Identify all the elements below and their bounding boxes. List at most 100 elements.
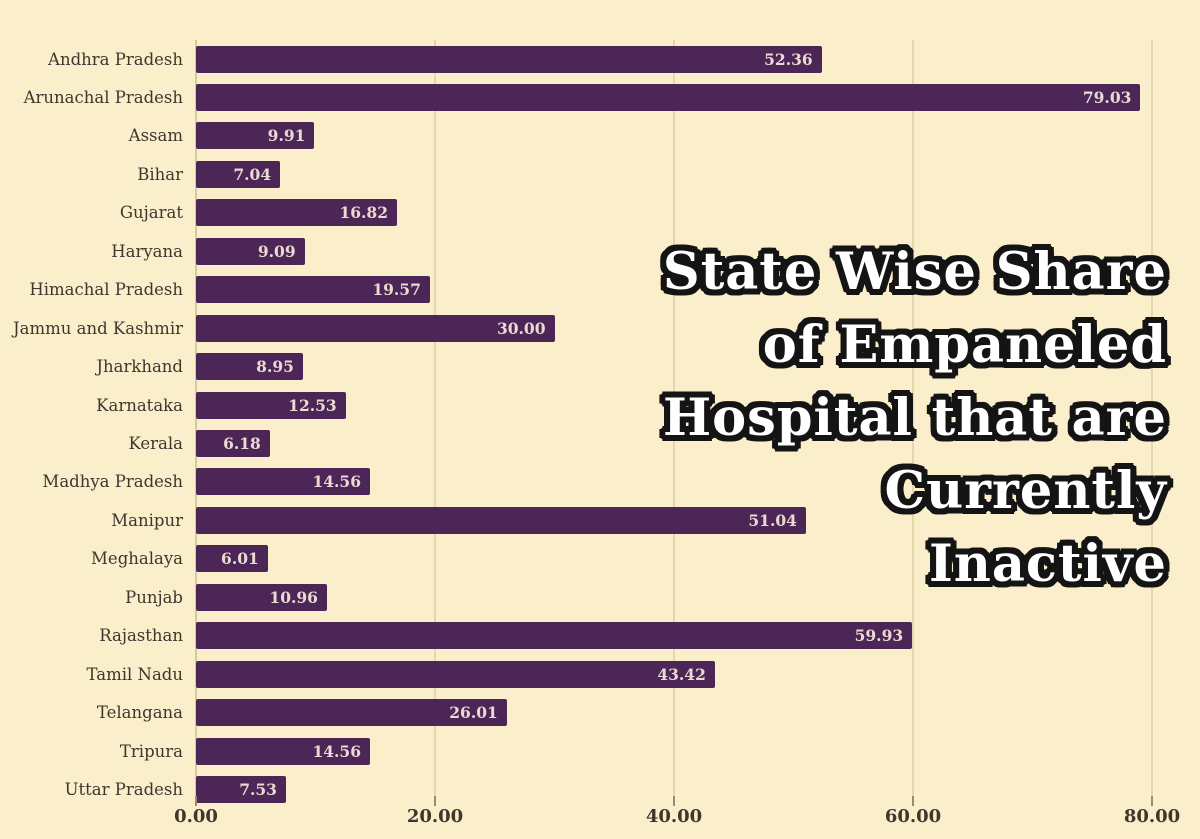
- gridline: [673, 40, 675, 800]
- category-label: Gujarat: [119, 203, 183, 223]
- bar-track: 6.01: [196, 545, 1200, 573]
- chart-row: Assam 9.91: [0, 117, 1200, 155]
- bar-track: 52.36: [196, 45, 1200, 73]
- bar: 6.01: [196, 545, 268, 573]
- x-axis-tick-label: 0.00: [174, 806, 218, 827]
- bar-track: 14.56: [196, 737, 1200, 765]
- x-axis-tick-label: 60.00: [884, 806, 942, 827]
- bar-track: 26.01: [196, 699, 1200, 727]
- value-label: 9.09: [257, 241, 296, 261]
- category-label: Kerala: [128, 434, 184, 453]
- category-label: Jharkhand: [96, 357, 183, 377]
- category-label: Karnataka: [96, 395, 183, 415]
- chart-row: Himachal Pradesh 19.57: [0, 271, 1200, 309]
- bar: 19.57: [196, 276, 430, 304]
- axis-tick-mark: [673, 796, 675, 806]
- value-label: 14.56: [312, 741, 361, 761]
- chart-row: Tripura 14.56: [0, 732, 1200, 770]
- bar-track: 59.93: [196, 622, 1200, 650]
- chart-row: Bihar 7.04: [0, 155, 1200, 193]
- x-axis-tick-label: 20.00: [406, 806, 464, 827]
- chart-row: Jammu and Kashmir 30.00: [0, 309, 1200, 347]
- chart-row: Haryana 9.09: [0, 232, 1200, 270]
- value-label: 30.00: [496, 318, 546, 338]
- x-axis-tick-label: 80.00: [1123, 806, 1181, 827]
- gridline: [1151, 40, 1153, 800]
- category-label: Tamil Nadu: [86, 664, 183, 684]
- category-label: Madhya Pradesh: [42, 472, 183, 492]
- bar-track: 8.95: [196, 353, 1200, 381]
- value-label: 52.36: [764, 49, 813, 69]
- chart-row: Meghalaya 6.01: [0, 540, 1200, 578]
- value-label: 7.53: [239, 780, 277, 800]
- bar: 8.95: [196, 353, 303, 381]
- bar: 59.93: [196, 622, 913, 650]
- category-label: Andhra Pradesh: [48, 49, 183, 69]
- bar: 51.04: [196, 506, 806, 534]
- bar-track: 7.04: [196, 160, 1200, 188]
- axis-tick-mark: [1151, 796, 1153, 806]
- chart-row: Manipur 51.04: [0, 501, 1200, 539]
- bar: 16.82: [196, 199, 397, 227]
- bar-track: 79.03: [196, 83, 1200, 111]
- axis-tick-mark: [912, 796, 914, 806]
- bar: 6.18: [196, 430, 270, 457]
- bar-track: 30.00: [196, 314, 1200, 342]
- bar: 26.01: [196, 699, 507, 727]
- bar-track: 7.53: [196, 776, 1200, 804]
- bar-track: 43.42: [196, 660, 1200, 688]
- value-label: 14.56: [312, 472, 361, 492]
- chart-row: Uttar Pradesh 7.53: [0, 771, 1200, 809]
- value-label: 9.91: [267, 126, 306, 146]
- chart-row: Jharkhand 8.95: [0, 348, 1200, 386]
- value-label: 8.95: [256, 357, 294, 377]
- chart-row: Arunachal Pradesh 79.03: [0, 78, 1200, 116]
- chart-title-line: State Wise Share: [662, 242, 1167, 302]
- value-label: 6.18: [223, 434, 261, 453]
- x-axis-tick-label: 40.00: [645, 806, 703, 827]
- value-label: 51.04: [748, 510, 797, 530]
- chart-row: Madhya Pradesh 14.56: [0, 463, 1200, 501]
- value-label: 12.53: [288, 395, 337, 415]
- category-label: Meghalaya: [91, 549, 183, 569]
- category-label: Punjab: [125, 587, 183, 607]
- bar: 7.04: [196, 160, 281, 188]
- bar-track: 10.96: [196, 583, 1200, 611]
- gridline: [912, 40, 914, 800]
- axis-tick-mark: [434, 796, 436, 806]
- chart-row: Andhra Pradesh 52.36: [0, 40, 1200, 78]
- category-label: Haryana: [111, 241, 183, 261]
- value-label: 10.96: [269, 587, 318, 607]
- category-label: Assam: [128, 126, 183, 146]
- bar: 9.91: [196, 122, 315, 150]
- bar: 52.36: [196, 45, 822, 73]
- chart-title-line: Inactive: [928, 534, 1167, 594]
- bar: 7.53: [196, 776, 286, 804]
- bar-track: 16.82: [196, 199, 1200, 227]
- chart-row: Gujarat 16.82: [0, 194, 1200, 232]
- value-label: 26.01: [449, 703, 498, 723]
- category-label: Jammu and Kashmir: [13, 318, 183, 338]
- chart-row: Rajasthan 59.93: [0, 617, 1200, 655]
- value-label: 79.03: [1082, 87, 1132, 107]
- bar: 10.96: [196, 583, 327, 611]
- value-label: 6.01: [221, 549, 259, 569]
- chart-title-line: of Empaneled: [762, 315, 1167, 375]
- category-label: Tripura: [119, 741, 183, 761]
- value-label: 16.82: [339, 203, 388, 223]
- bar: 14.56: [196, 737, 370, 765]
- chart-title: State Wise Share of Empaneled Hospital t…: [547, 236, 1167, 601]
- category-label: Himachal Pradesh: [29, 280, 183, 300]
- value-label: 59.93: [854, 626, 904, 646]
- bar-track: 6.18: [196, 430, 1200, 457]
- axis-tick-mark: [195, 796, 197, 806]
- chart-row: Punjab 10.96: [0, 578, 1200, 616]
- chart-row: Tamil Nadu 43.42: [0, 655, 1200, 693]
- chart-row: Karnataka 12.53: [0, 386, 1200, 424]
- chart-title-line: Currently: [884, 461, 1167, 521]
- category-label: Rajasthan: [99, 626, 183, 646]
- bar-track: 51.04: [196, 506, 1200, 534]
- bar: 30.00: [196, 314, 555, 342]
- value-label: 19.57: [372, 280, 421, 300]
